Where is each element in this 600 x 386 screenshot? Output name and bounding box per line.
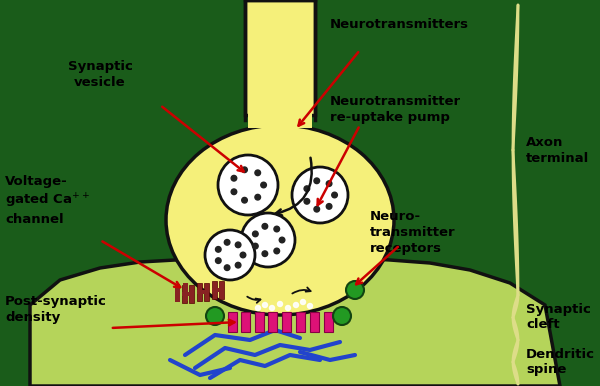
Text: Neurotransmitter
re-uptake pump: Neurotransmitter re-uptake pump — [330, 95, 461, 124]
FancyArrowPatch shape — [292, 288, 311, 293]
Bar — [197, 290, 209, 294]
Circle shape — [262, 223, 268, 229]
Circle shape — [205, 230, 255, 280]
Circle shape — [292, 167, 348, 223]
Circle shape — [235, 262, 241, 268]
Circle shape — [242, 167, 247, 173]
Circle shape — [277, 301, 283, 306]
Text: Axon
terminal: Axon terminal — [526, 135, 589, 164]
Circle shape — [235, 242, 241, 248]
Circle shape — [231, 189, 237, 195]
Circle shape — [241, 213, 295, 267]
Text: Neuro-
transmitter
receptors: Neuro- transmitter receptors — [370, 210, 455, 255]
Text: Neurotransmitters: Neurotransmitters — [330, 18, 469, 31]
Circle shape — [314, 207, 320, 212]
FancyArrowPatch shape — [247, 297, 260, 303]
Circle shape — [253, 231, 258, 237]
Circle shape — [218, 155, 278, 215]
Text: Synaptic
vesicle: Synaptic vesicle — [68, 60, 133, 89]
Circle shape — [231, 175, 237, 181]
Circle shape — [333, 307, 351, 325]
Circle shape — [261, 182, 266, 188]
Circle shape — [263, 303, 268, 308]
Text: Synaptic
cleft: Synaptic cleft — [526, 303, 591, 332]
Bar — [182, 285, 187, 303]
Circle shape — [326, 203, 332, 209]
Circle shape — [326, 181, 332, 186]
Bar — [175, 284, 180, 302]
Ellipse shape — [166, 125, 394, 315]
Circle shape — [286, 305, 290, 310]
Circle shape — [293, 303, 299, 308]
Circle shape — [206, 307, 224, 325]
Circle shape — [253, 243, 258, 249]
Circle shape — [255, 170, 260, 176]
Circle shape — [346, 281, 364, 299]
Bar — [189, 285, 194, 303]
Bar — [324, 312, 333, 332]
Circle shape — [215, 247, 221, 252]
Circle shape — [274, 226, 280, 232]
Bar — [268, 312, 277, 332]
Circle shape — [274, 248, 280, 254]
Bar — [228, 312, 237, 332]
Circle shape — [304, 186, 310, 191]
Bar — [212, 288, 224, 292]
Bar — [282, 312, 291, 332]
Circle shape — [242, 197, 247, 203]
Circle shape — [256, 305, 260, 310]
Bar — [212, 281, 217, 299]
Text: Dendritic
spine: Dendritic spine — [526, 347, 595, 376]
Circle shape — [262, 251, 268, 256]
FancyArrowPatch shape — [275, 158, 312, 215]
Circle shape — [255, 195, 260, 200]
Circle shape — [224, 265, 230, 271]
Polygon shape — [30, 242, 560, 386]
Circle shape — [224, 240, 230, 245]
Bar — [310, 312, 319, 332]
FancyBboxPatch shape — [245, 0, 315, 115]
Bar — [248, 110, 312, 128]
Circle shape — [332, 192, 337, 198]
Circle shape — [269, 305, 275, 310]
Bar — [241, 312, 250, 332]
Circle shape — [240, 252, 246, 258]
Circle shape — [279, 237, 285, 243]
Text: Voltage-
gated Ca$^{++}$
channel: Voltage- gated Ca$^{++}$ channel — [5, 175, 90, 226]
Bar — [204, 283, 209, 301]
Bar — [296, 312, 305, 332]
Bar — [183, 283, 188, 301]
Bar — [219, 281, 224, 299]
Circle shape — [301, 300, 305, 305]
Bar — [197, 283, 202, 301]
Circle shape — [304, 198, 310, 204]
Bar — [182, 292, 194, 296]
Circle shape — [314, 178, 320, 184]
Bar — [255, 312, 264, 332]
Circle shape — [215, 258, 221, 263]
Circle shape — [308, 303, 313, 308]
Text: Post-synaptic
density: Post-synaptic density — [5, 295, 107, 324]
